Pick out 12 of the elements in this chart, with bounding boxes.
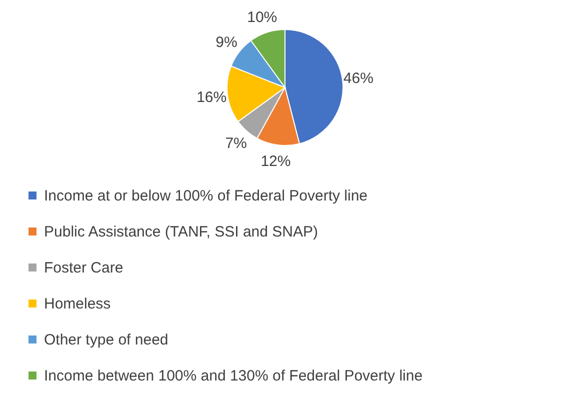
data-label: 7% [225, 135, 247, 152]
data-label: 12% [260, 152, 291, 170]
data-label: 10% [247, 9, 278, 26]
legend-label: Other type of need [44, 332, 168, 348]
data-label: 9% [216, 34, 238, 52]
data-label: 16% [196, 88, 227, 106]
data-label: 46% [343, 70, 374, 88]
legend-label: Public Assistance (TANF, SSI and SNAP) [44, 224, 318, 240]
legend-label: Foster Care [44, 260, 124, 276]
legend-label: Income between 100% and 130% of Federal Poverty line [44, 368, 423, 384]
legend-label: Homeless [44, 296, 111, 312]
legend-label: Income at or below 100% of Federal Poverty line [44, 188, 368, 204]
